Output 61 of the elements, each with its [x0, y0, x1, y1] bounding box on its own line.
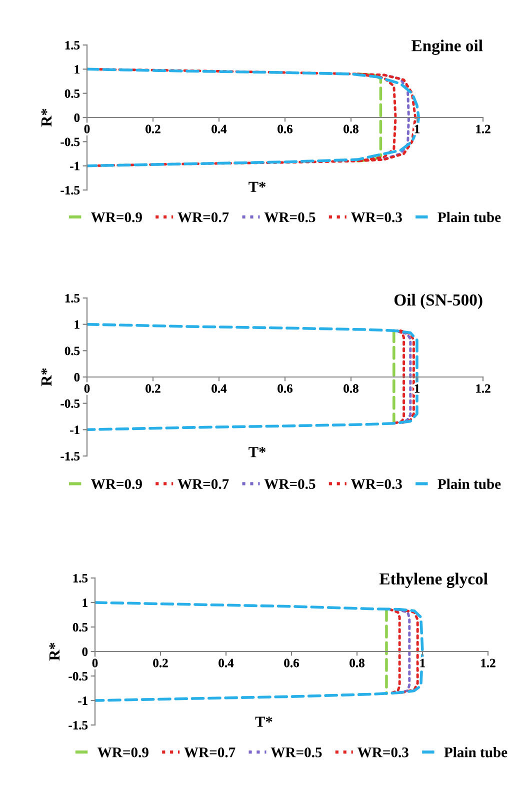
- y-tick-label: -1.5: [60, 186, 80, 195]
- x-axis-title: T*: [248, 182, 266, 192]
- x-tick-label: 0.4: [218, 658, 234, 668]
- y-tick-label: 1: [74, 320, 80, 329]
- x-tick-label: 0.4: [212, 124, 227, 134]
- legend-label: WR=0.7: [178, 212, 229, 222]
- y-tick-label: -0.5: [60, 399, 80, 408]
- x-tick-label: 1.2: [476, 384, 490, 393]
- legend-label: WR=0.5: [264, 479, 316, 490]
- x-tick-label: 0.6: [278, 384, 292, 393]
- x-tick-label: 0: [92, 658, 98, 668]
- x-tick-label: 0.8: [344, 384, 358, 393]
- x-tick-label: 0.2: [153, 658, 168, 668]
- legend-label: WR=0.5: [270, 747, 322, 758]
- x-tick-label: 1.2: [481, 658, 496, 668]
- legend-label: WR=0.9: [98, 747, 148, 758]
- legend-label: WR=0.3: [350, 479, 402, 490]
- legend-label: WR=0.5: [264, 212, 316, 222]
- legend-label: WR=0.7: [178, 479, 229, 490]
- x-tick-label: 0.4: [212, 384, 227, 393]
- y-tick-label: -0.5: [68, 672, 88, 681]
- y-tick-label: -1: [78, 696, 88, 705]
- y-tick-label: 1.5: [65, 41, 80, 50]
- legend-label: WR=0.3: [357, 747, 408, 758]
- y-tick-label: 0.5: [72, 623, 88, 632]
- legend-label: Plain tube: [438, 212, 501, 222]
- chart-title: Ethylene glycol: [379, 572, 488, 588]
- y-tick-label: 1: [82, 598, 88, 607]
- chart-title: Oil (SN-500): [394, 294, 482, 310]
- y-tick-label: 0: [74, 114, 80, 122]
- x-tick-label: 0.6: [284, 658, 299, 668]
- x-tick-label: 0.2: [146, 124, 160, 134]
- legend-label: WR=0.9: [91, 212, 142, 222]
- y-tick-label: -1.5: [68, 721, 88, 730]
- x-tick-label: 0.8: [344, 124, 358, 134]
- y-tick-label: 1.5: [73, 574, 88, 583]
- legend-label: Plain tube: [438, 478, 501, 489]
- y-axis-title: R*: [41, 108, 52, 127]
- legend-label: WR=0.9: [91, 479, 142, 490]
- y-axis-title: R*: [49, 642, 60, 661]
- legend-label: WR=0.7: [184, 747, 236, 758]
- y-tick-label: 1: [74, 65, 80, 74]
- y-tick-label: -0.5: [60, 138, 80, 146]
- y-tick-label: 0.5: [64, 346, 80, 356]
- x-tick-label: 0.8: [350, 658, 364, 668]
- y-axis-title: R*: [41, 368, 52, 386]
- x-axis-title: T*: [248, 447, 266, 458]
- y-tick-label: 0: [82, 648, 88, 656]
- y-tick-label: 0.5: [64, 89, 80, 98]
- legend-label: Plain tube: [444, 747, 508, 758]
- y-tick-label: 0: [74, 373, 80, 382]
- x-tick-label: 1.2: [476, 124, 490, 134]
- x-axis-title: T*: [255, 716, 272, 727]
- y-tick-label: 1.5: [65, 294, 80, 303]
- legend-label: WR=0.3: [350, 212, 402, 222]
- y-tick-label: -1.5: [60, 452, 80, 461]
- y-tick-label: -1: [70, 426, 80, 434]
- chart-title: Engine oil: [412, 40, 483, 55]
- x-tick-label: 0.6: [278, 124, 292, 134]
- y-tick-label: -1: [70, 162, 80, 170]
- x-tick-label: 0.2: [146, 384, 160, 393]
